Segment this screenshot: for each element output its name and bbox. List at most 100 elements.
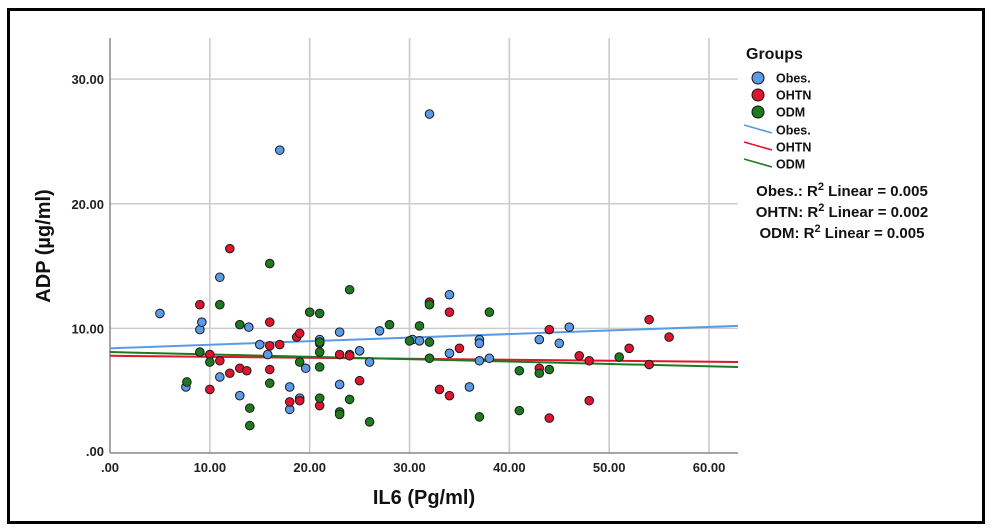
point-obes	[215, 272, 225, 283]
point-odm	[294, 357, 305, 367]
point-ohtn	[195, 299, 205, 310]
point-ohtn	[354, 375, 365, 386]
point-obes	[215, 372, 225, 382]
point-odm	[314, 393, 325, 403]
legend-line-label: ODM	[776, 158, 805, 172]
y-tick-label: .00	[86, 444, 104, 459]
point-odm	[314, 337, 325, 347]
legend-marker-label: ODM	[776, 106, 805, 120]
r2-annotation: OHTN: R2 Linear = 0.002	[756, 202, 928, 221]
axes	[109, 38, 738, 454]
point-odm	[215, 299, 225, 310]
point-obes	[243, 322, 254, 332]
point-obes	[484, 353, 495, 364]
y-tick-label: 10.00	[71, 321, 104, 336]
point-ohtn	[344, 350, 355, 361]
point-obes	[534, 334, 545, 345]
point-odm	[195, 347, 205, 357]
point-obes	[274, 145, 285, 155]
point-obes	[354, 346, 365, 356]
point-odm	[534, 368, 545, 379]
point-ohtn	[225, 368, 235, 379]
x-tick-label: 10.00	[194, 460, 227, 475]
point-ohtn	[294, 395, 305, 406]
point-odm	[384, 319, 395, 330]
legend-line-label: OHTN	[776, 141, 811, 155]
fit-line-obes	[109, 324, 739, 350]
point-obes	[564, 322, 575, 332]
legend-line-icon	[743, 141, 773, 151]
point-ohtn	[544, 324, 555, 335]
point-obes	[424, 109, 435, 119]
point-ohtn	[274, 339, 285, 350]
point-ohtn	[584, 395, 595, 406]
x-axis-label: IL6 (Pg/ml)	[373, 487, 475, 509]
point-odm	[244, 403, 255, 413]
point-ohtn	[544, 413, 555, 423]
point-ohtn	[264, 317, 275, 327]
legend-title: Groups	[746, 46, 803, 63]
point-odm	[404, 336, 415, 346]
point-ohtn	[215, 355, 225, 366]
point-obes	[334, 327, 345, 337]
point-ohtn	[205, 384, 215, 395]
point-ohtn	[574, 350, 585, 361]
point-ohtn	[444, 307, 455, 317]
point-ohtn	[334, 349, 345, 360]
point-ohtn	[264, 341, 275, 351]
point-odm	[244, 420, 255, 431]
point-odm	[364, 417, 375, 427]
point-ohtn	[264, 364, 275, 375]
point-obes	[254, 339, 265, 350]
point-odm	[314, 362, 325, 372]
point-obes	[364, 357, 375, 367]
x-tick-label: 20.00	[293, 460, 326, 475]
legend-marker-icon	[751, 105, 765, 119]
point-odm	[544, 364, 555, 375]
point-obes	[554, 338, 565, 349]
x-tick-label: 40.00	[493, 460, 526, 475]
x-tick-label: 50.00	[593, 460, 626, 475]
point-odm	[344, 284, 355, 295]
legend-marker-icon	[751, 88, 765, 102]
point-ohtn	[294, 328, 305, 339]
point-obes	[414, 336, 425, 346]
point-odm	[334, 409, 345, 420]
point-ohtn	[241, 365, 252, 376]
point-ohtn	[664, 332, 674, 342]
point-obes	[284, 382, 295, 392]
point-odm	[614, 352, 624, 362]
legend-marker-label: Obes.	[776, 72, 811, 86]
point-odm	[264, 378, 275, 389]
point-odm	[514, 365, 525, 376]
x-tick-labels: .00 10.00 20.00 30.00 40.00 50.00 60.00	[101, 460, 725, 475]
point-ohtn	[225, 243, 235, 254]
x-tick-label: 30.00	[393, 460, 426, 475]
r-squared-annotations: Obes.: R2 Linear = 0.005 OHTN: R2 Linear …	[756, 181, 928, 242]
point-obes	[444, 348, 455, 359]
point-ohtn	[434, 384, 445, 395]
point-ohtn	[454, 343, 465, 354]
point-odm	[264, 258, 275, 269]
point-obes	[300, 363, 311, 374]
point-obes	[262, 349, 273, 360]
point-obes	[474, 338, 485, 349]
point-ohtn	[584, 355, 595, 366]
point-obes	[464, 382, 475, 392]
point-obes	[197, 317, 207, 327]
chart-frame	[7, 8, 985, 524]
point-obes	[474, 355, 485, 366]
point-ohtn	[624, 343, 634, 354]
point-odm	[344, 394, 355, 405]
legend-marker-icon	[751, 71, 765, 85]
data-points	[155, 109, 674, 431]
legend-line-label: Obes.	[776, 124, 811, 138]
point-odm	[424, 353, 435, 364]
point-obes	[374, 326, 385, 336]
point-obes	[155, 308, 165, 319]
y-tick-label: 30.00	[71, 72, 104, 87]
point-ohtn	[444, 390, 455, 401]
point-odm	[314, 308, 325, 319]
point-ohtn	[284, 397, 295, 407]
